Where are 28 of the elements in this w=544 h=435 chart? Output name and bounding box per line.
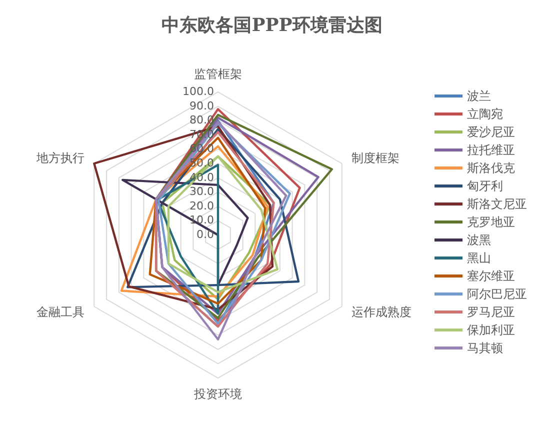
spoke-label: 金融工具 [36, 305, 85, 319]
spoke-label: 制度框架 [351, 151, 400, 165]
legend-label: 爱沙尼亚 [467, 125, 515, 139]
y-tick-label: 90.0 [190, 99, 214, 112]
spoke-label: 监管框架 [194, 67, 242, 81]
legend-label: 黑山 [467, 251, 491, 265]
legend-label: 斯洛文尼亚 [467, 197, 527, 211]
spoke-label: 运作成熟度 [351, 305, 412, 319]
legend-label: 罗马尼亚 [467, 305, 515, 319]
spoke-label: 地方执行 [36, 151, 85, 165]
y-tick-label: 0.0 [196, 228, 214, 241]
legend-label: 马其顿 [467, 341, 503, 355]
legend-label: 波兰 [467, 89, 491, 103]
y-tick-label: 100.0 [182, 85, 214, 98]
legend-label: 塞尔维亚 [467, 269, 515, 283]
y-tick-label: 70.0 [190, 128, 214, 141]
legend-label: 阿尔巴尼亚 [467, 287, 527, 301]
legend-label: 波黑 [467, 233, 491, 247]
spoke-label: 投资环境 [193, 387, 242, 401]
legend-label: 保加利亚 [467, 323, 515, 337]
y-tick-label: 30.0 [190, 185, 214, 198]
y-tick-label: 20.0 [190, 199, 214, 212]
chart-title: 中东欧各国PPP环境雷达图 [162, 15, 382, 36]
legend-label: 立陶宛 [467, 107, 503, 121]
legend-label: 匈牙利 [467, 179, 503, 193]
legend-label: 拉托维亚 [467, 143, 515, 157]
legend-label: 克罗地亚 [467, 215, 515, 229]
legend-label: 斯洛伐克 [467, 161, 515, 175]
